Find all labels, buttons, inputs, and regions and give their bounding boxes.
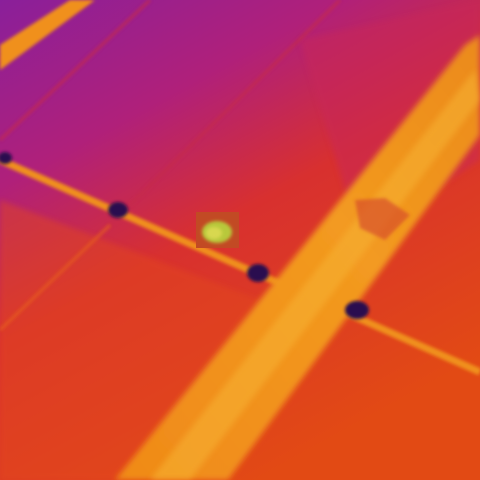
bolts: [0, 152, 369, 319]
bolt: [247, 264, 269, 282]
seam: [128, 0, 342, 207]
bolt: [345, 301, 369, 319]
beam-top-left: [0, 0, 95, 70]
hotspot-core: [206, 227, 222, 239]
seam: [0, 0, 152, 142]
rail: [0, 156, 480, 376]
bolt: [108, 202, 128, 218]
seam: [0, 223, 112, 332]
bolt: [0, 152, 12, 164]
ridge-beam: [115, 35, 480, 480]
beam-highlight: [150, 70, 480, 480]
beam-joint: [355, 198, 410, 240]
